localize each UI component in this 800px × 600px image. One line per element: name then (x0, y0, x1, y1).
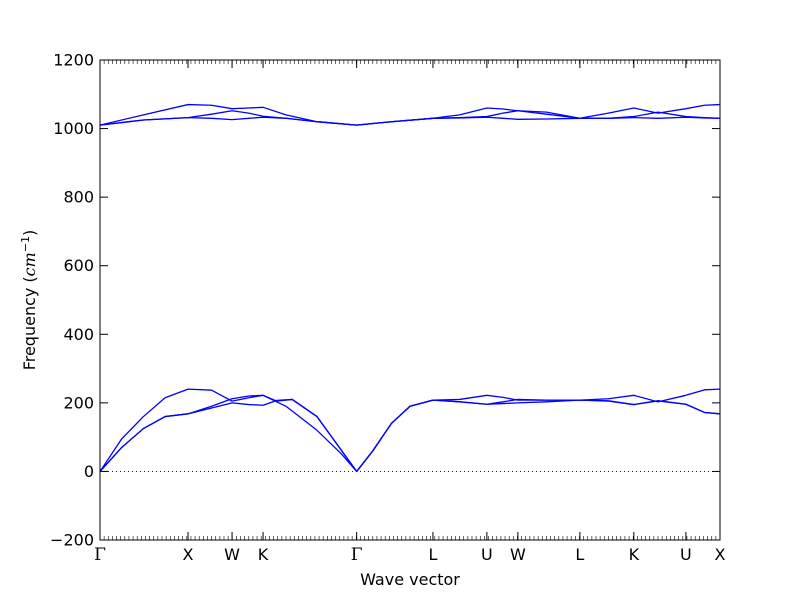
y-tick-label: 800 (63, 188, 94, 207)
y-tick-label: 400 (63, 325, 94, 344)
x-tick-label: L (428, 545, 437, 564)
x-tick-label: K (258, 545, 269, 564)
x-tick-label: U (680, 545, 692, 564)
y-axis-label-unit-exp: −1 (19, 236, 32, 252)
y-axis-ticks: −200 0 200 400 600 800 1000 1200 (50, 51, 720, 550)
y-tick-label: 1200 (53, 51, 94, 70)
dispersion-branches (99, 103, 721, 473)
dispersion-branch-4 (99, 103, 721, 126)
x-tick-label: X (715, 545, 726, 564)
dispersion-branch-3 (99, 398, 721, 473)
y-axis-label-paren-close: ) (20, 230, 39, 236)
x-tick-label: L (575, 545, 584, 564)
x-tick-label: Γ (94, 545, 106, 565)
y-tick-label: −200 (50, 531, 94, 550)
y-tick-label: 1000 (53, 119, 94, 138)
x-tick-label: X (183, 545, 194, 564)
x-tick-label: W (224, 545, 240, 564)
y-axis-label-paren-open: ( (20, 276, 39, 282)
dispersion-branch-6 (99, 116, 721, 126)
y-tick-label: 600 (63, 256, 94, 275)
y-axis-label-unit: cm (20, 252, 39, 276)
x-tick-label: U (481, 545, 493, 564)
plot-area-frame (99, 59, 721, 541)
y-tick-label: 0 (84, 462, 94, 481)
y-axis-label: Frequency (cm−1) (19, 230, 40, 371)
minor-ticks (99, 60, 721, 540)
dispersion-branch-1 (99, 388, 721, 473)
x-tick-label: Γ (351, 545, 363, 565)
x-tick-label: W (510, 545, 526, 564)
y-tick-label: 200 (63, 393, 94, 412)
x-tick-label: K (629, 545, 640, 564)
y-axis-label-text: Frequency (20, 283, 39, 371)
x-axis-label: Wave vector (360, 570, 460, 589)
